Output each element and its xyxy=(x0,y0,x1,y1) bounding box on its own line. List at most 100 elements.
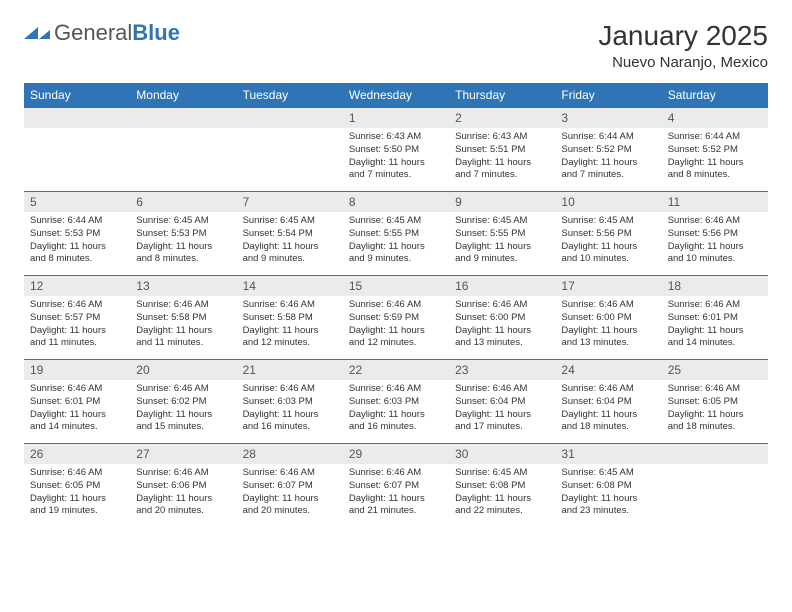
day-details: Sunrise: 6:43 AMSunset: 5:50 PMDaylight:… xyxy=(343,128,449,186)
day-number: 30 xyxy=(449,444,555,464)
day-number: 19 xyxy=(24,360,130,380)
week-row: 19Sunrise: 6:46 AMSunset: 6:01 PMDayligh… xyxy=(24,360,768,444)
day-number: 3 xyxy=(555,108,661,128)
day-cell: 19Sunrise: 6:46 AMSunset: 6:01 PMDayligh… xyxy=(24,360,130,444)
day-number: 22 xyxy=(343,360,449,380)
day-header: Wednesday xyxy=(343,83,449,108)
day-details: Sunrise: 6:46 AMSunset: 6:07 PMDaylight:… xyxy=(343,464,449,522)
day-cell xyxy=(662,444,768,528)
day-cell xyxy=(24,108,130,192)
day-cell: 21Sunrise: 6:46 AMSunset: 6:03 PMDayligh… xyxy=(237,360,343,444)
day-cell: 17Sunrise: 6:46 AMSunset: 6:00 PMDayligh… xyxy=(555,276,661,360)
day-cell: 13Sunrise: 6:46 AMSunset: 5:58 PMDayligh… xyxy=(130,276,236,360)
day-header: Monday xyxy=(130,83,236,108)
day-details: Sunrise: 6:46 AMSunset: 6:03 PMDaylight:… xyxy=(343,380,449,438)
day-cell: 5Sunrise: 6:44 AMSunset: 5:53 PMDaylight… xyxy=(24,192,130,276)
title-block: January 2025 Nuevo Naranjo, Mexico xyxy=(598,20,768,71)
day-details: Sunrise: 6:45 AMSunset: 6:08 PMDaylight:… xyxy=(449,464,555,522)
day-cell: 9Sunrise: 6:45 AMSunset: 5:55 PMDaylight… xyxy=(449,192,555,276)
day-cell: 29Sunrise: 6:46 AMSunset: 6:07 PMDayligh… xyxy=(343,444,449,528)
logo-mark-icon xyxy=(24,21,50,46)
day-cell: 14Sunrise: 6:46 AMSunset: 5:58 PMDayligh… xyxy=(237,276,343,360)
day-number: 27 xyxy=(130,444,236,464)
day-cell: 4Sunrise: 6:44 AMSunset: 5:52 PMDaylight… xyxy=(662,108,768,192)
day-details: Sunrise: 6:46 AMSunset: 5:57 PMDaylight:… xyxy=(24,296,130,354)
day-details: Sunrise: 6:45 AMSunset: 5:53 PMDaylight:… xyxy=(130,212,236,270)
day-details: Sunrise: 6:46 AMSunset: 6:03 PMDaylight:… xyxy=(237,380,343,438)
day-details: Sunrise: 6:46 AMSunset: 6:05 PMDaylight:… xyxy=(662,380,768,438)
header: GeneralBlue January 2025 Nuevo Naranjo, … xyxy=(24,20,768,71)
day-cell xyxy=(237,108,343,192)
day-header: Saturday xyxy=(662,83,768,108)
day-number: 10 xyxy=(555,192,661,212)
day-number: 5 xyxy=(24,192,130,212)
week-row: 1Sunrise: 6:43 AMSunset: 5:50 PMDaylight… xyxy=(24,108,768,192)
day-number: 9 xyxy=(449,192,555,212)
week-row: 5Sunrise: 6:44 AMSunset: 5:53 PMDaylight… xyxy=(24,192,768,276)
day-number: 31 xyxy=(555,444,661,464)
location: Nuevo Naranjo, Mexico xyxy=(598,54,768,71)
day-cell: 12Sunrise: 6:46 AMSunset: 5:57 PMDayligh… xyxy=(24,276,130,360)
day-cell: 22Sunrise: 6:46 AMSunset: 6:03 PMDayligh… xyxy=(343,360,449,444)
day-cell: 7Sunrise: 6:45 AMSunset: 5:54 PMDaylight… xyxy=(237,192,343,276)
day-details: Sunrise: 6:43 AMSunset: 5:51 PMDaylight:… xyxy=(449,128,555,186)
day-details: Sunrise: 6:46 AMSunset: 6:07 PMDaylight:… xyxy=(237,464,343,522)
day-details: Sunrise: 6:45 AMSunset: 5:55 PMDaylight:… xyxy=(449,212,555,270)
day-cell: 6Sunrise: 6:45 AMSunset: 5:53 PMDaylight… xyxy=(130,192,236,276)
day-cell: 30Sunrise: 6:45 AMSunset: 6:08 PMDayligh… xyxy=(449,444,555,528)
day-number: 20 xyxy=(130,360,236,380)
day-details: Sunrise: 6:44 AMSunset: 5:52 PMDaylight:… xyxy=(662,128,768,186)
day-details: Sunrise: 6:46 AMSunset: 5:58 PMDaylight:… xyxy=(237,296,343,354)
day-cell: 11Sunrise: 6:46 AMSunset: 5:56 PMDayligh… xyxy=(662,192,768,276)
day-cell: 25Sunrise: 6:46 AMSunset: 6:05 PMDayligh… xyxy=(662,360,768,444)
day-details: Sunrise: 6:45 AMSunset: 6:08 PMDaylight:… xyxy=(555,464,661,522)
day-number: 24 xyxy=(555,360,661,380)
logo-part1: General xyxy=(54,20,132,45)
day-header: Friday xyxy=(555,83,661,108)
day-number: 18 xyxy=(662,276,768,296)
day-number-empty xyxy=(130,108,236,128)
day-number-empty xyxy=(24,108,130,128)
week-row: 26Sunrise: 6:46 AMSunset: 6:05 PMDayligh… xyxy=(24,444,768,528)
day-details: Sunrise: 6:46 AMSunset: 6:01 PMDaylight:… xyxy=(24,380,130,438)
day-number: 11 xyxy=(662,192,768,212)
day-number: 29 xyxy=(343,444,449,464)
day-details: Sunrise: 6:44 AMSunset: 5:52 PMDaylight:… xyxy=(555,128,661,186)
day-cell: 31Sunrise: 6:45 AMSunset: 6:08 PMDayligh… xyxy=(555,444,661,528)
day-cell: 23Sunrise: 6:46 AMSunset: 6:04 PMDayligh… xyxy=(449,360,555,444)
day-number: 1 xyxy=(343,108,449,128)
day-details: Sunrise: 6:45 AMSunset: 5:54 PMDaylight:… xyxy=(237,212,343,270)
day-cell: 18Sunrise: 6:46 AMSunset: 6:01 PMDayligh… xyxy=(662,276,768,360)
day-details: Sunrise: 6:46 AMSunset: 6:06 PMDaylight:… xyxy=(130,464,236,522)
day-number: 6 xyxy=(130,192,236,212)
logo-part2: Blue xyxy=(132,20,180,45)
day-cell: 16Sunrise: 6:46 AMSunset: 6:00 PMDayligh… xyxy=(449,276,555,360)
day-number: 28 xyxy=(237,444,343,464)
day-number-empty xyxy=(662,444,768,464)
day-details: Sunrise: 6:46 AMSunset: 5:56 PMDaylight:… xyxy=(662,212,768,270)
day-number: 13 xyxy=(130,276,236,296)
day-cell: 3Sunrise: 6:44 AMSunset: 5:52 PMDaylight… xyxy=(555,108,661,192)
day-number: 15 xyxy=(343,276,449,296)
day-cell: 2Sunrise: 6:43 AMSunset: 5:51 PMDaylight… xyxy=(449,108,555,192)
calendar-head: SundayMondayTuesdayWednesdayThursdayFrid… xyxy=(24,83,768,108)
day-details: Sunrise: 6:45 AMSunset: 5:55 PMDaylight:… xyxy=(343,212,449,270)
day-details: Sunrise: 6:46 AMSunset: 6:04 PMDaylight:… xyxy=(449,380,555,438)
day-cell: 27Sunrise: 6:46 AMSunset: 6:06 PMDayligh… xyxy=(130,444,236,528)
day-cell: 15Sunrise: 6:46 AMSunset: 5:59 PMDayligh… xyxy=(343,276,449,360)
day-details: Sunrise: 6:44 AMSunset: 5:53 PMDaylight:… xyxy=(24,212,130,270)
day-cell: 26Sunrise: 6:46 AMSunset: 6:05 PMDayligh… xyxy=(24,444,130,528)
day-number: 12 xyxy=(24,276,130,296)
day-number: 23 xyxy=(449,360,555,380)
day-cell xyxy=(130,108,236,192)
month-title: January 2025 xyxy=(598,20,768,52)
day-header: Sunday xyxy=(24,83,130,108)
logo-text: GeneralBlue xyxy=(54,20,180,46)
day-number: 16 xyxy=(449,276,555,296)
week-row: 12Sunrise: 6:46 AMSunset: 5:57 PMDayligh… xyxy=(24,276,768,360)
day-details: Sunrise: 6:46 AMSunset: 6:02 PMDaylight:… xyxy=(130,380,236,438)
day-cell: 8Sunrise: 6:45 AMSunset: 5:55 PMDaylight… xyxy=(343,192,449,276)
day-cell: 24Sunrise: 6:46 AMSunset: 6:04 PMDayligh… xyxy=(555,360,661,444)
day-details: Sunrise: 6:45 AMSunset: 5:56 PMDaylight:… xyxy=(555,212,661,270)
day-number: 8 xyxy=(343,192,449,212)
